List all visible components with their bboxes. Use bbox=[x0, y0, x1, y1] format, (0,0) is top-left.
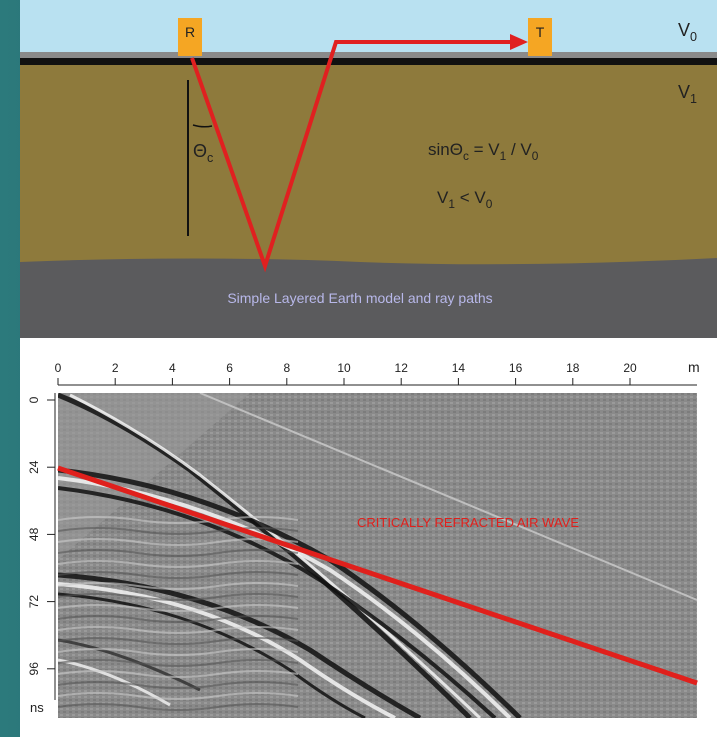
x-tick-label: 8 bbox=[283, 361, 290, 375]
v1-sub: 1 bbox=[690, 92, 697, 106]
eq-sub: 0 bbox=[532, 149, 539, 163]
transmitter-label: T bbox=[536, 24, 545, 40]
x-tick-label: 10 bbox=[337, 361, 351, 375]
theta-sub: c bbox=[207, 151, 213, 165]
x-tick-label: 16 bbox=[509, 361, 523, 375]
surface bbox=[20, 52, 717, 58]
y-tick-label: 96 bbox=[27, 662, 41, 676]
x-tick-label: 18 bbox=[566, 361, 580, 375]
eq-part: / V bbox=[506, 140, 532, 159]
x-tick-label: 2 bbox=[112, 361, 119, 375]
radargram bbox=[58, 393, 697, 718]
x-tick-label: 4 bbox=[169, 361, 176, 375]
x-tick-label: 12 bbox=[395, 361, 409, 375]
figure: R T V0 V1 Θc sinΘc = V1 / V0 V1 < V0 Sim… bbox=[0, 0, 717, 737]
theta-base: Θ bbox=[193, 141, 207, 161]
y-tick-label: 24 bbox=[27, 460, 41, 474]
x-tick-label: 6 bbox=[226, 361, 233, 375]
x-unit: m bbox=[688, 359, 700, 375]
y-tick-label: 0 bbox=[27, 396, 41, 403]
caption: Simple Layered Earth model and ray paths bbox=[227, 290, 492, 306]
v0-sub: 0 bbox=[690, 30, 697, 44]
receiver-label: R bbox=[185, 24, 195, 40]
y-tick-label: 48 bbox=[27, 527, 41, 541]
y-unit: ns bbox=[30, 700, 44, 715]
eq-part: sinΘ bbox=[428, 140, 463, 159]
ineq-part: V bbox=[437, 188, 449, 207]
ineq-sub: 0 bbox=[486, 197, 493, 211]
x-tick-label: 0 bbox=[55, 361, 62, 375]
ground-layer bbox=[20, 65, 717, 265]
page: R T V0 V1 Θc sinΘc = V1 / V0 V1 < V0 Sim… bbox=[0, 0, 717, 737]
v1-base: V bbox=[678, 82, 690, 102]
v0-base: V bbox=[678, 20, 690, 40]
ineq-part: < V bbox=[455, 188, 486, 207]
y-tick-label: 72 bbox=[27, 595, 41, 609]
air-layer bbox=[20, 0, 717, 56]
surface-line bbox=[20, 58, 717, 65]
eq-part: = V bbox=[469, 140, 500, 159]
x-tick-label: 14 bbox=[452, 361, 466, 375]
x-tick-label: 20 bbox=[623, 361, 637, 375]
earth-model: R T V0 V1 Θc sinΘc = V1 / V0 V1 < V0 Sim… bbox=[20, 0, 717, 338]
annotation: CRITICALLY REFRACTED AIR WAVE bbox=[357, 515, 579, 530]
